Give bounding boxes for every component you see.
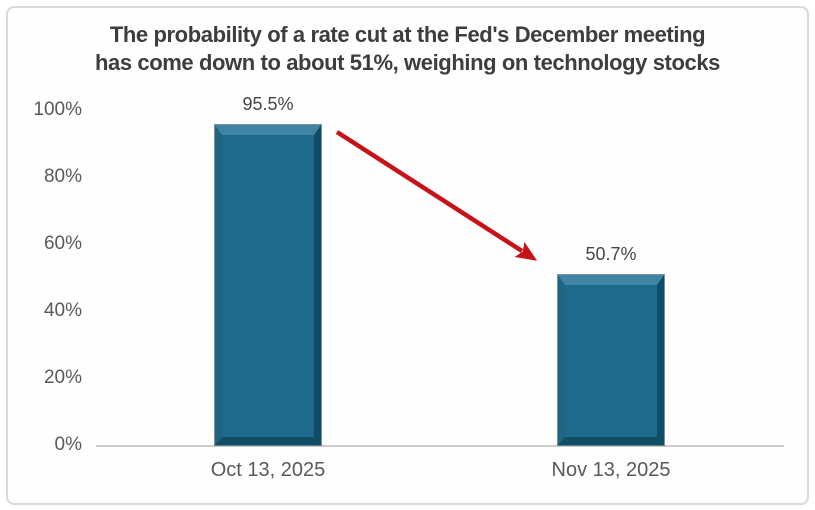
y-axis-tick-80: 80% — [43, 166, 82, 187]
x-axis-label-nov: Nov 13, 2025 — [551, 459, 671, 481]
y-axis-tick-60: 60% — [43, 233, 82, 254]
bar-nov-13-2025 — [557, 274, 665, 446]
card-border — [6, 6, 809, 505]
y-axis-tick-20: 20% — [43, 367, 82, 388]
y-axis-tick-0: 0% — [54, 434, 82, 455]
chart-title: The probability of a rate cut at the Fed… — [0, 21, 815, 77]
y-axis-tick-40: 40% — [43, 300, 82, 321]
chart-title-line1: The probability of a rate cut at the Fed… — [109, 22, 706, 47]
x-axis-line — [96, 445, 784, 447]
bar-oct-13-2025 — [214, 124, 322, 446]
chart-title-line2: has come down to about 51%, weighing on … — [94, 50, 721, 75]
y-axis-tick-100: 100% — [33, 99, 82, 120]
bar-value-label-nov: 50.7% — [585, 244, 637, 265]
bar-value-label-oct: 95.5% — [242, 94, 294, 115]
x-axis-label-oct: Oct 13, 2025 — [210, 459, 326, 481]
